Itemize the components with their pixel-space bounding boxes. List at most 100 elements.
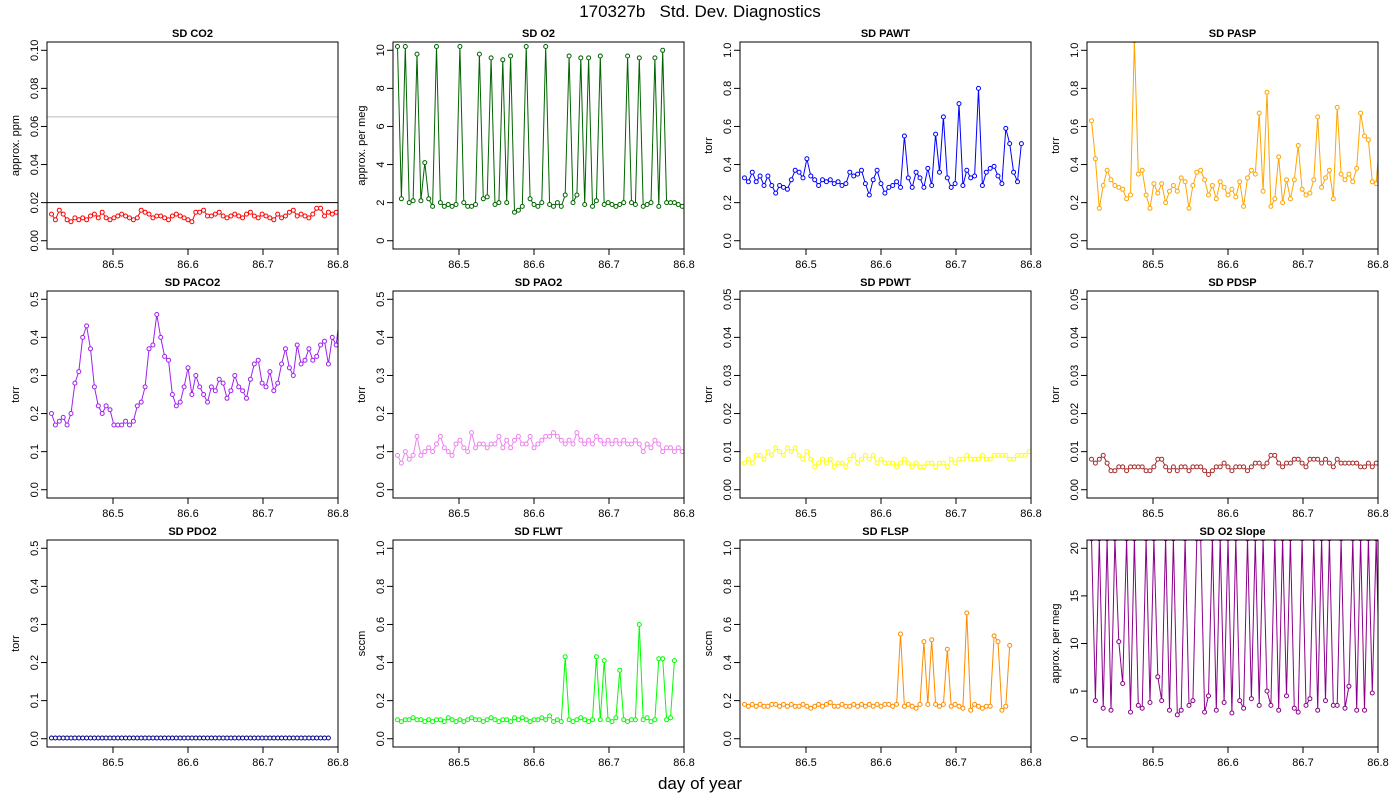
y-tick-label: 0.8 [722,579,734,594]
data-point [921,184,927,190]
data-point [461,445,467,451]
data-point [621,200,627,206]
data-point [1155,190,1161,196]
plot-frame [392,539,685,748]
data-point [800,456,806,462]
data-point [890,183,896,188]
data-point [855,703,861,709]
data-point [1264,460,1270,466]
data-point [395,452,400,458]
data-point [480,441,486,447]
data-point [749,460,755,466]
y-tick-label: 1.0 [1069,43,1081,58]
data-point [488,55,494,61]
x-tick-label: 86.6 [523,757,544,769]
data-point [711,199,715,203]
data-point [554,717,560,723]
data-point [1007,141,1013,147]
data-point [123,418,129,424]
x-tick-label: 86.5 [102,259,123,271]
data-point [449,717,455,723]
data-point [901,703,907,709]
data-point [823,701,829,707]
data-point [1225,464,1231,470]
data-point [1280,464,1286,470]
data-point [1295,143,1301,148]
data-point [422,719,428,725]
y-tick-label: 0.1 [29,693,41,708]
x-tick-label: 86.5 [795,259,816,271]
data-point [551,430,556,436]
data-point [952,460,958,466]
data-point [769,183,775,188]
x-tick-label: 86.6 [177,259,198,271]
data-point [1151,464,1157,470]
data-point [1241,203,1247,209]
data-point [453,202,459,207]
plot-frame [739,290,1032,499]
data-point [960,456,966,462]
data-point [660,449,666,455]
y-axis-label: torr [1050,386,1062,403]
data-point [418,717,424,723]
y-tick-label: 8 [375,85,387,91]
y-tick-label: 0.4 [722,157,734,172]
data-point [921,639,927,645]
data-point [232,373,238,378]
data-point [976,703,981,709]
data-point [519,203,525,209]
data-point [625,719,631,725]
data-point [847,703,853,709]
data-point [1120,186,1126,192]
data-point [859,167,864,173]
data-point [298,211,304,217]
data-point [286,209,292,215]
data-point [648,719,654,725]
data-point [648,445,654,451]
data-point [251,361,257,367]
data-point [1147,700,1153,705]
data-point [578,55,584,61]
data-point [1155,674,1161,680]
data-point [1354,165,1360,171]
data-point [337,309,338,313]
data-point [1377,461,1378,465]
data-point [1174,712,1180,718]
data-point [473,202,478,207]
y-tick-label: 0.4 [375,655,387,670]
data-point [558,203,564,209]
data-point [49,211,54,217]
data-point [839,460,845,466]
data-point [905,701,911,707]
data-point [201,392,207,397]
data-point [1213,707,1219,713]
data-point [1194,169,1200,175]
data-point [1272,452,1278,458]
data-point [294,342,300,348]
data-point [851,173,857,179]
y-axis: 0 2 4 6 8 10 [375,44,393,244]
data-point [644,202,650,207]
y-tick-label: 0.03 [1069,365,1081,386]
data-point [1043,450,1047,454]
plot-frame [739,41,1032,250]
x-tick-label: 86.7 [945,508,966,520]
plot-frame [46,41,339,250]
y-tick-label: 10 [375,44,387,56]
data-point [107,217,113,223]
series [742,445,1047,470]
data-point [365,220,369,224]
x-tick-label: 86.8 [1367,259,1388,271]
data-point [216,735,222,741]
data-point [590,717,595,723]
data-point [216,209,222,215]
y-tick-label: 10 [1069,637,1081,649]
data-point [1354,460,1360,466]
data-point [492,202,498,207]
y-tick-label: 0 [1069,736,1081,742]
data-point [1373,460,1378,466]
data-point [523,44,529,49]
data-point [913,705,919,711]
data-point [547,433,553,439]
y-tick-label: 0.01 [1069,441,1081,462]
